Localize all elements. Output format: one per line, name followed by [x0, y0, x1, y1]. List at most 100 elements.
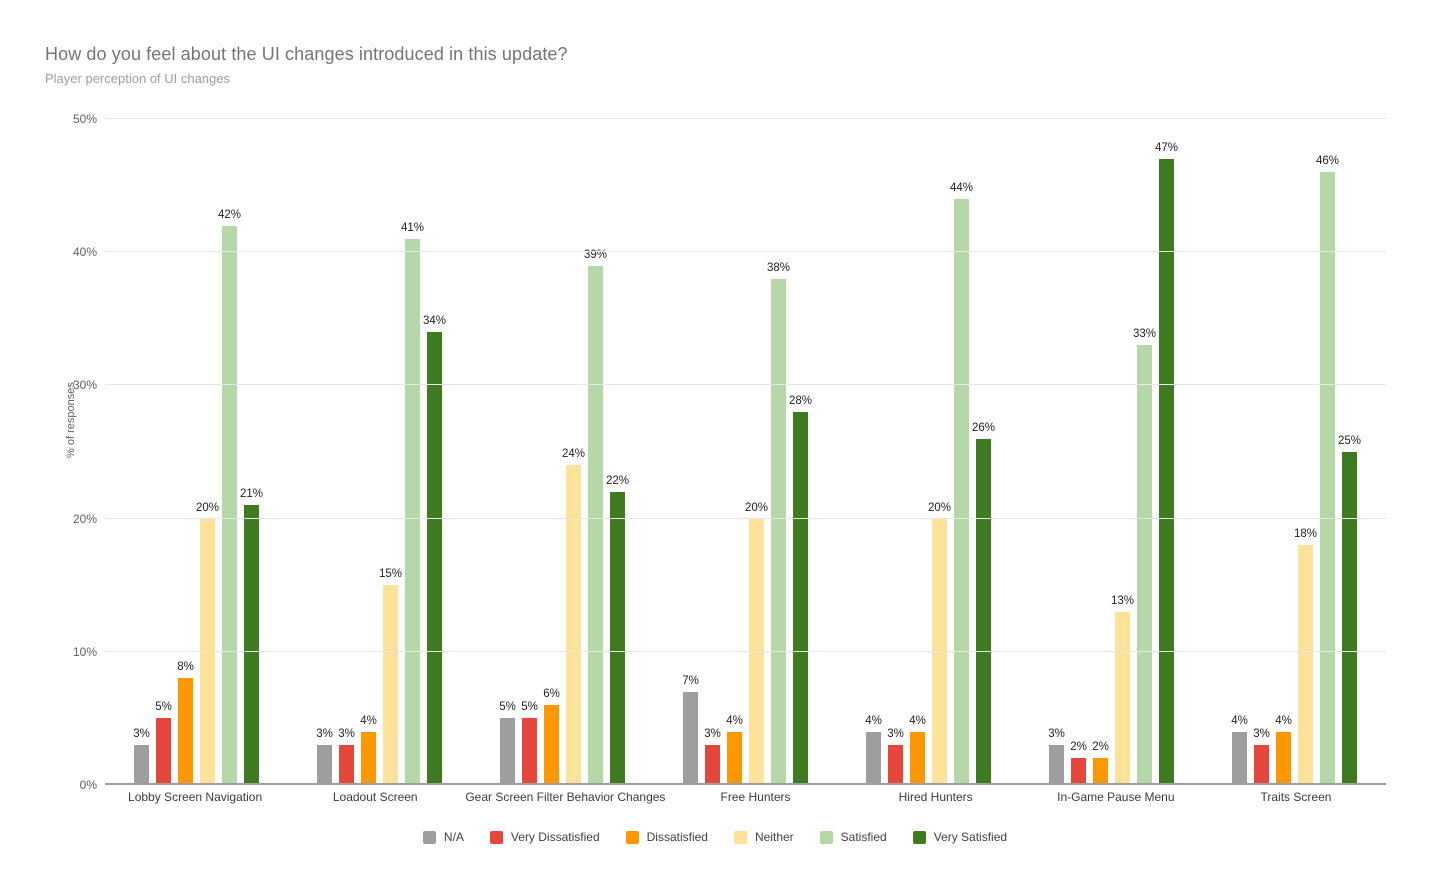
y-tick-label: 0% — [79, 778, 97, 792]
bar-value-label: 4% — [909, 714, 926, 727]
bar-groups: 3% 5% 8% 20% 42% 21% 3% 3% 4% 15% 41% 34% 5% 5% 6% 24% 3… — [105, 119, 1386, 785]
bar-value-label: 47% — [1154, 141, 1179, 154]
bar-value-label: 5% — [155, 701, 172, 714]
bar-value-label: 24% — [561, 448, 586, 461]
legend-swatch-icon — [422, 830, 436, 844]
bar-value-label: 2% — [1070, 741, 1087, 754]
bar-value-label: 3% — [704, 728, 721, 741]
bar-value-label: 3% — [887, 728, 904, 741]
bar-value-label: 2% — [1092, 741, 1109, 754]
x-category-label-free-hunters: Free Hunters — [720, 790, 791, 804]
bar-value-label: 18% — [1293, 528, 1318, 541]
bar-n-a-hired-hunters: 4% — [865, 715, 882, 785]
bar-value-label: 4% — [865, 714, 882, 727]
bar-value-label: 20% — [744, 501, 769, 514]
y-tick-label: 30% — [72, 378, 97, 393]
bar-value-label: 5% — [521, 701, 538, 714]
legend-item-very-dissatisfied: Very Dissatisfied — [489, 830, 600, 844]
bar-value-label: 33% — [1132, 328, 1157, 341]
bar-satisfied-lobby-screen-navigation: 42% — [218, 209, 241, 785]
bar-value-label: 42% — [217, 208, 242, 221]
bar-n-a-loadout-screen: 3% — [316, 728, 333, 785]
bar-value-label: 3% — [316, 728, 333, 741]
legend-item-neither: Neither — [733, 830, 794, 844]
bar-n-a-lobby-screen-navigation: 3% — [133, 728, 150, 785]
bar-very-satisfied-gear-screen-filter-behavior-changes: 22% — [606, 475, 629, 785]
bar-very-dissatisfied-traits-screen: 3% — [1253, 728, 1270, 785]
bar-very-satisfied-hired-hunters: 26% — [972, 422, 995, 785]
bar-value-label: 26% — [971, 421, 996, 434]
bar-very-dissatisfied-lobby-screen-navigation: 5% — [155, 701, 172, 785]
bar-group-free-hunters: 7% 3% 4% 20% 38% 28% — [654, 119, 837, 785]
legend-swatch-icon — [489, 830, 503, 844]
bar-value-label: 20% — [195, 501, 220, 514]
legend-item-satisfied: Satisfied — [819, 830, 887, 844]
legend-item-very-satisfied: Very Satisfied — [912, 830, 1008, 844]
bar-value-label: 22% — [605, 474, 630, 487]
bar-satisfied-free-hunters: 38% — [767, 262, 790, 785]
bar-value-label: 13% — [1110, 594, 1135, 607]
legend-label: Very Satisfied — [933, 830, 1008, 844]
bar-value-label: 3% — [133, 728, 150, 741]
bar-value-label: 4% — [360, 714, 377, 727]
legend-item-n-a: N/A — [422, 830, 464, 844]
bar-satisfied-loadout-screen: 41% — [401, 222, 424, 785]
bar-satisfied-in-game-pause-menu: 33% — [1133, 328, 1156, 785]
legend-label: N/A — [443, 830, 464, 844]
y-tick-label: 20% — [72, 511, 97, 526]
x-axis-line — [105, 783, 1386, 785]
bar-dissatisfied-loadout-screen: 4% — [360, 715, 377, 785]
y-tick-label: 10% — [72, 644, 97, 659]
x-category-label-gear-screen-filter-behavior-changes: Gear Screen Filter Behavior Changes — [465, 790, 666, 804]
bar-value-label: 15% — [378, 568, 403, 581]
bar-very-satisfied-lobby-screen-navigation: 21% — [240, 488, 263, 785]
bar-very-satisfied-in-game-pause-menu: 47% — [1155, 142, 1178, 785]
legend-swatch-icon — [912, 830, 926, 844]
bar-dissatisfied-lobby-screen-navigation: 8% — [177, 661, 194, 785]
bar-group-in-game-pause-menu: 3% 2% 2% 13% 33% 47% — [1020, 119, 1203, 785]
bar-satisfied-traits-screen: 46% — [1316, 155, 1339, 785]
bar-neither-loadout-screen: 15% — [379, 568, 402, 785]
bar-dissatisfied-hired-hunters: 4% — [909, 715, 926, 785]
bar-value-label: 34% — [422, 315, 447, 328]
bar-value-label: 44% — [949, 181, 974, 194]
bar-value-label: 25% — [1337, 435, 1362, 447]
bar-group-traits-screen: 4% 3% 4% 18% 46% 25% — [1203, 119, 1386, 785]
bar-very-satisfied-traits-screen: 25% — [1338, 435, 1361, 785]
bar-value-label: 6% — [543, 688, 560, 701]
x-category-label-lobby-screen-navigation: Lobby Screen Navigation — [128, 790, 263, 804]
bar-very-dissatisfied-free-hunters: 3% — [704, 728, 721, 785]
bar-very-satisfied-free-hunters: 28% — [789, 395, 812, 785]
bar-value-label: 41% — [400, 221, 425, 234]
bar-value-label: 3% — [338, 728, 355, 741]
y-tick-label: 50% — [72, 112, 97, 126]
legend-swatch-icon — [819, 830, 833, 844]
legend-item-dissatisfied: Dissatisfied — [625, 830, 708, 844]
legend: N/A Very Dissatisfied Dissatisfied Neither S… — [0, 830, 1430, 844]
bar-satisfied-hired-hunters: 44% — [950, 182, 973, 785]
bar-value-label: 28% — [788, 395, 813, 408]
chart-title: How do you feel about the UI changes int… — [45, 44, 568, 64]
bar-n-a-free-hunters: 7% — [682, 675, 699, 785]
bar-group-loadout-screen: 3% 3% 4% 15% 41% 34% — [288, 119, 471, 785]
x-category-label-loadout-screen: Loadout Screen — [332, 790, 418, 804]
bar-value-label: 38% — [766, 261, 791, 274]
bar-value-label: 7% — [682, 674, 699, 687]
bar-dissatisfied-gear-screen-filter-behavior-changes: 6% — [543, 688, 560, 785]
bar-value-label: 5% — [499, 701, 516, 714]
chart-subtitle: Player perception of UI changes — [45, 71, 230, 86]
bar-n-a-in-game-pause-menu: 3% — [1048, 728, 1065, 785]
legend-label: Very Dissatisfied — [510, 830, 600, 844]
bar-value-label: 4% — [1275, 714, 1292, 727]
bar-neither-in-game-pause-menu: 13% — [1111, 595, 1134, 785]
bar-neither-gear-screen-filter-behavior-changes: 24% — [562, 448, 585, 785]
legend-swatch-icon — [733, 830, 747, 844]
bar-group-lobby-screen-navigation: 3% 5% 8% 20% 42% 21% — [105, 119, 288, 785]
bar-dissatisfied-in-game-pause-menu: 2% — [1092, 741, 1109, 785]
bar-value-label: 3% — [1253, 728, 1270, 741]
bar-satisfied-gear-screen-filter-behavior-changes: 39% — [584, 249, 607, 785]
bar-group-gear-screen-filter-behavior-changes: 5% 5% 6% 24% 39% 22% — [471, 119, 654, 785]
bar-dissatisfied-free-hunters: 4% — [726, 715, 743, 785]
x-axis-labels: Lobby Screen Navigation Loadout Screen Gea… — [105, 790, 1386, 804]
y-tick-label: 40% — [72, 245, 97, 260]
